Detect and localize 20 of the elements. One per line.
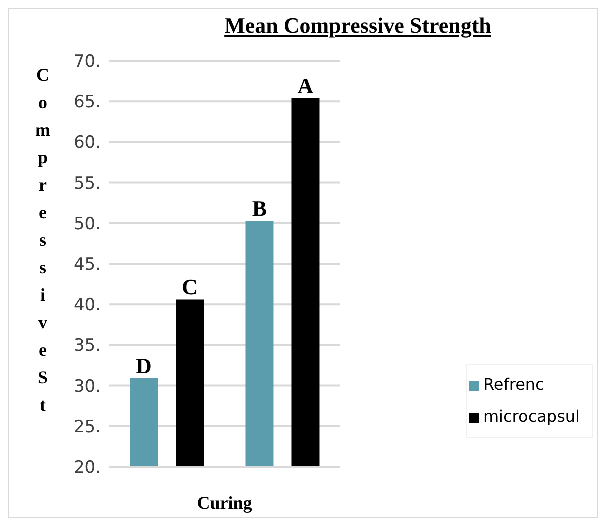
data-label: A: [298, 73, 314, 98]
y-tick-label: 30.: [74, 376, 101, 397]
y-tick-label: 20.: [74, 458, 101, 478]
legend-label: Refrenc: [483, 375, 544, 394]
chart-title: Mean Compressive Strength: [224, 13, 492, 39]
legend-label: microcapsul: [483, 407, 580, 426]
y-tick-label: 35.: [74, 336, 101, 356]
x-axis-title: Curing: [197, 493, 252, 513]
y-tick-label: 65.: [74, 92, 101, 113]
y-tick-label: 40.: [74, 296, 101, 316]
y-tick-label: 60.: [74, 133, 101, 154]
y-tick-label: 55.: [74, 174, 101, 194]
y-tick-label: 50.: [74, 214, 101, 234]
data-label: B: [252, 196, 268, 221]
data-label: D: [136, 353, 152, 378]
y-tick-label: 45.: [74, 255, 101, 276]
y-tick-label: 70.: [74, 52, 101, 72]
data-label: C: [182, 274, 198, 300]
y-tick-label: 25.: [74, 417, 101, 438]
text: Compressive St: [36, 65, 50, 415]
